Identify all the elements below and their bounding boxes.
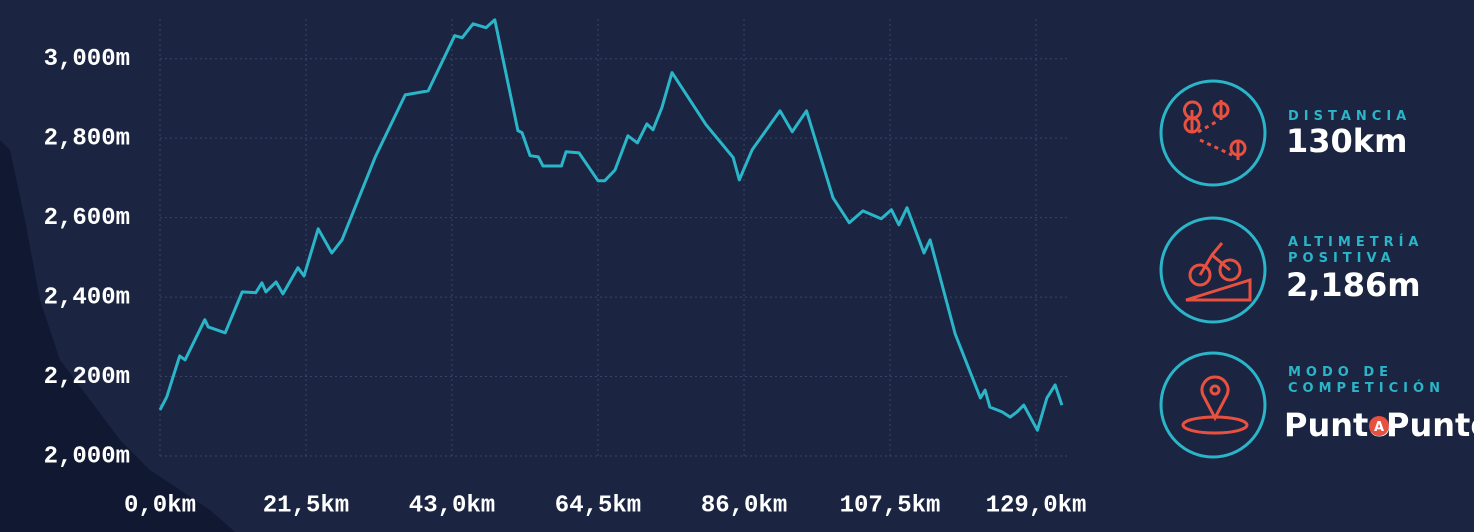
- y-tick-label: 2,400m: [44, 284, 130, 311]
- elevation-label: POSITIVA: [1288, 251, 1396, 266]
- y-tick-label: 3,000m: [44, 46, 130, 73]
- mode-a-badge: [1369, 416, 1389, 436]
- x-tick-label: 86,0km: [701, 492, 787, 519]
- x-tick-label: 21,5km: [263, 492, 349, 519]
- chart: 2,000m 2,200m 2,400m 2,600m 2,800m 3,000m 0,0k…: [44, 18, 1087, 519]
- elevation-label: ALTIMETRÍA: [1288, 234, 1424, 250]
- mountain-silhouette: [0, 140, 235, 532]
- y-tick-label: 2,000m: [44, 443, 130, 470]
- mode-icon-ring: [1159, 351, 1267, 459]
- x-tick-label: 129,0km: [986, 492, 1087, 519]
- x-tick-label: 64,5km: [555, 492, 641, 519]
- distance-icon-ring: [1159, 79, 1267, 187]
- y-tick-label: 2,600m: [44, 205, 130, 232]
- y-tick-label: 2,800m: [44, 126, 130, 153]
- distance-label: DISTANCIA: [1288, 109, 1411, 124]
- mode-icon: [1181, 375, 1249, 435]
- y-tick-label: 2,200m: [44, 364, 130, 391]
- elevation-value: 2,186m: [1286, 266, 1421, 304]
- x-tick-label: 43,0km: [409, 492, 495, 519]
- x-tick-label: 107,5km: [840, 492, 941, 519]
- stats-panel: DISTANCIA 130km ALTIMETRÍA POSITIVA 2,18…: [1159, 79, 1474, 459]
- elevation-icon: [1185, 242, 1252, 302]
- mode-a: A: [1374, 420, 1384, 435]
- elevation-line: [158, 18, 1064, 432]
- mode-label: MODO DE: [1288, 365, 1393, 380]
- distance-value: 130km: [1286, 122, 1407, 160]
- mode-label: COMPETICIÓN: [1288, 380, 1445, 396]
- distance-icon: [1183, 100, 1247, 160]
- x-tick-label: 0,0km: [124, 492, 196, 519]
- elevation-icon-ring: [1159, 216, 1267, 324]
- mode-to: Punto: [1386, 406, 1474, 444]
